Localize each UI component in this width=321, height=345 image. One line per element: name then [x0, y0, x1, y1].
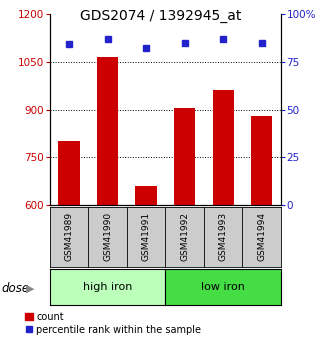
- Text: low iron: low iron: [201, 282, 245, 292]
- Text: GSM41993: GSM41993: [219, 212, 228, 261]
- Bar: [58, 141, 80, 205]
- Bar: [251, 116, 272, 205]
- Bar: [135, 186, 157, 205]
- Bar: [97, 57, 118, 205]
- Text: GSM41992: GSM41992: [180, 212, 189, 261]
- Bar: [174, 108, 195, 205]
- Text: GSM41989: GSM41989: [65, 212, 74, 261]
- Text: GDS2074 / 1392945_at: GDS2074 / 1392945_at: [80, 9, 241, 23]
- Bar: [213, 90, 234, 205]
- Text: GSM41994: GSM41994: [257, 212, 266, 261]
- Text: dose: dose: [2, 282, 30, 295]
- Text: GSM41991: GSM41991: [142, 212, 151, 261]
- Legend: count, percentile rank within the sample: count, percentile rank within the sample: [21, 308, 205, 338]
- Text: high iron: high iron: [83, 282, 132, 292]
- Text: GSM41990: GSM41990: [103, 212, 112, 261]
- Text: ▶: ▶: [26, 284, 35, 294]
